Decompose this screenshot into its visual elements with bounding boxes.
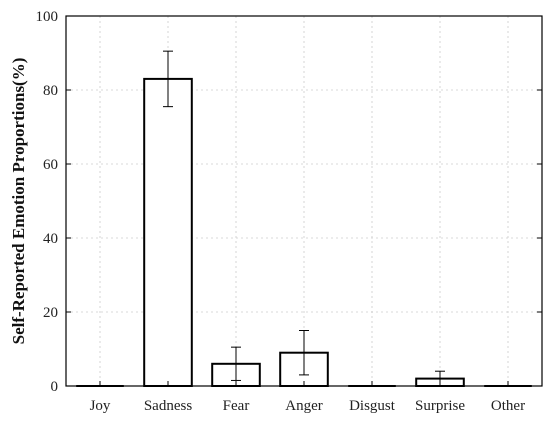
x-tick-label: Joy (90, 398, 111, 414)
y-axis-ticks: 0 20 40 60 80 100 (36, 9, 542, 395)
y-tick-label: 0 (51, 379, 59, 395)
x-tick-label: Disgust (349, 398, 396, 414)
y-tick-label: 20 (43, 305, 58, 321)
x-tick-label: Anger (285, 398, 323, 414)
x-tick-label: Other (491, 398, 525, 414)
y-tick-label: 60 (43, 157, 58, 173)
x-tick-label: Fear (223, 398, 250, 414)
y-tick-label: 40 (43, 231, 58, 247)
y-tick-label: 80 (43, 83, 58, 99)
x-tick-label: Surprise (415, 398, 465, 414)
y-axis-title: Self-Reported Emotion Proportions(%) (9, 58, 28, 345)
x-axis-ticks: Joy Sadness Fear Anger Disgust Surprise Other (90, 381, 525, 414)
y-tick-label: 100 (36, 9, 59, 25)
x-tick-label: Sadness (144, 398, 192, 414)
bar-sadness (143, 77, 193, 388)
